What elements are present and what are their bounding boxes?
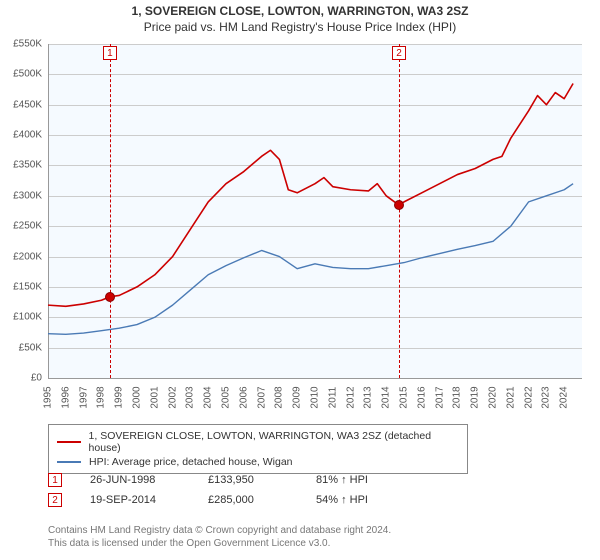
x-tick-label: 2007 [256, 386, 267, 408]
sale-price-1: £133,950 [208, 474, 288, 486]
x-tick-label: 2006 [238, 386, 249, 408]
sale-date-1: 26-JUN-1998 [90, 474, 180, 486]
legend-row-hpi: HPI: Average price, detached house, Wiga… [57, 455, 459, 469]
footer-line1: Contains HM Land Registry data © Crown c… [48, 524, 391, 537]
x-tick-label: 1996 [60, 386, 71, 408]
legend-swatch-property [57, 441, 81, 443]
sale-marker-2: 2 [48, 493, 62, 507]
x-tick-label: 2022 [523, 386, 534, 408]
x-tick-label: 1995 [43, 386, 54, 408]
x-tick-label: 2012 [345, 386, 356, 408]
sales-row-1: 1 26-JUN-1998 £133,950 81% ↑ HPI [48, 470, 368, 490]
sale-delta-2: 54% ↑ HPI [316, 494, 368, 506]
x-tick-label: 2021 [505, 386, 516, 408]
y-tick-label: £350K [0, 160, 42, 171]
y-tick-label: £50K [0, 342, 42, 353]
y-tick-label: £250K [0, 221, 42, 232]
x-tick-label: 2008 [274, 386, 285, 408]
x-tick-label: 2024 [559, 386, 570, 408]
x-tick-label: 2004 [203, 386, 214, 408]
x-tick-label: 2018 [452, 386, 463, 408]
footer-line2: This data is licensed under the Open Gov… [48, 537, 391, 550]
x-tick-label: 2001 [149, 386, 160, 408]
legend: 1, SOVEREIGN CLOSE, LOWTON, WARRINGTON, … [48, 424, 468, 474]
sale-marker-1: 1 [48, 473, 62, 487]
footer: Contains HM Land Registry data © Crown c… [48, 524, 391, 550]
title-line1: 1, SOVEREIGN CLOSE, LOWTON, WARRINGTON, … [0, 4, 600, 18]
sale-delta-1: 81% ↑ HPI [316, 474, 368, 486]
x-tick-label: 2023 [541, 386, 552, 408]
x-tick-label: 2015 [399, 386, 410, 408]
y-tick-label: £0 [0, 373, 42, 384]
y-tick-label: £150K [0, 281, 42, 292]
legend-swatch-hpi [57, 461, 81, 463]
x-tick-label: 1997 [78, 386, 89, 408]
x-tick-label: 2014 [381, 386, 392, 408]
x-tick-label: 1998 [96, 386, 107, 408]
chart-container: 1, SOVEREIGN CLOSE, LOWTON, WARRINGTON, … [0, 0, 600, 560]
y-tick-label: £400K [0, 130, 42, 141]
sale-dot [105, 292, 115, 302]
x-tick-label: 2020 [488, 386, 499, 408]
x-tick-label: 2010 [310, 386, 321, 408]
y-tick-label: £100K [0, 312, 42, 323]
x-tick-label: 2003 [185, 386, 196, 408]
title-block: 1, SOVEREIGN CLOSE, LOWTON, WARRINGTON, … [0, 0, 600, 36]
sale-dot [394, 200, 404, 210]
sales-table: 1 26-JUN-1998 £133,950 81% ↑ HPI 2 19-SE… [48, 470, 368, 510]
y-tick-label: £450K [0, 99, 42, 110]
series-hpi [48, 184, 573, 335]
y-tick-label: £500K [0, 69, 42, 80]
legend-label-property: 1, SOVEREIGN CLOSE, LOWTON, WARRINGTON, … [89, 430, 459, 454]
sale-date-2: 19-SEP-2014 [90, 494, 180, 506]
y-tick-label: £300K [0, 190, 42, 201]
y-tick-label: £200K [0, 251, 42, 262]
x-tick-label: 2016 [416, 386, 427, 408]
series-property [48, 83, 573, 306]
y-tick-label: £550K [0, 39, 42, 50]
x-tick-label: 2011 [327, 387, 338, 409]
x-tick-label: 1999 [114, 386, 125, 408]
x-axis [48, 378, 582, 379]
legend-row-property: 1, SOVEREIGN CLOSE, LOWTON, WARRINGTON, … [57, 429, 459, 455]
x-tick-label: 2002 [167, 386, 178, 408]
series-svg [48, 44, 582, 378]
x-tick-label: 2005 [221, 386, 232, 408]
legend-label-hpi: HPI: Average price, detached house, Wiga… [89, 456, 293, 468]
x-tick-label: 2000 [132, 386, 143, 408]
x-tick-label: 2009 [292, 386, 303, 408]
sales-row-2: 2 19-SEP-2014 £285,000 54% ↑ HPI [48, 490, 368, 510]
title-line2: Price paid vs. HM Land Registry's House … [0, 20, 600, 34]
x-tick-label: 2019 [470, 386, 481, 408]
sale-price-2: £285,000 [208, 494, 288, 506]
chart-area: £0£50K£100K£150K£200K£250K£300K£350K£400… [48, 44, 582, 378]
x-tick-label: 2017 [434, 386, 445, 408]
x-tick-label: 2013 [363, 386, 374, 408]
